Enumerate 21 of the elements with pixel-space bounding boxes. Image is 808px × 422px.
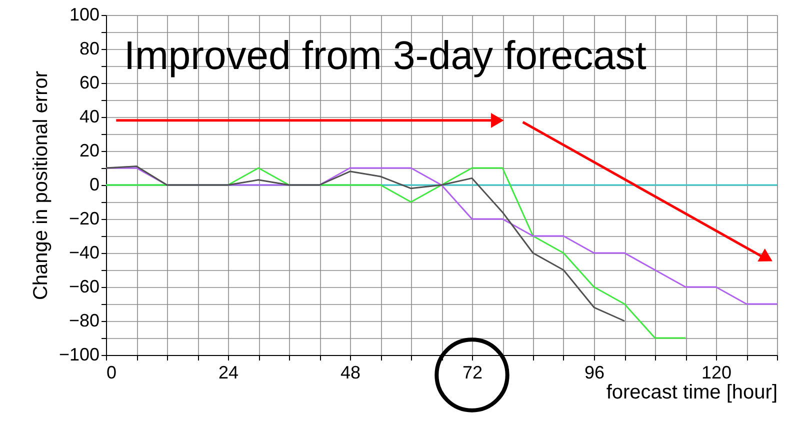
- x-axis-title: forecast time [hour]: [606, 382, 778, 404]
- y-tick-label: 100: [69, 4, 100, 24]
- x-tick-label: 48: [340, 362, 361, 382]
- x-tick-label: 96: [584, 362, 605, 382]
- y-tick-label: −40: [68, 242, 100, 262]
- y-tick-label: 40: [79, 106, 100, 126]
- annotation: Improved from 3-day forecast: [124, 34, 646, 78]
- x-tick-label: 0: [106, 362, 117, 382]
- y-tick-label: 60: [79, 72, 100, 92]
- y-tick-label: −60: [68, 276, 100, 296]
- x-tick-label: 72: [462, 362, 483, 382]
- y-tick-label: −100: [58, 344, 100, 364]
- line-series: [105, 166, 626, 322]
- y-tick-label: 20: [79, 140, 100, 160]
- y-tick-label: −20: [68, 208, 100, 228]
- y-tick-label: 80: [79, 38, 100, 58]
- y-tick-label: −80: [68, 310, 100, 330]
- x-tick-label: 120: [701, 362, 732, 382]
- y-tick-label: 0: [89, 174, 100, 194]
- x-tick-label: 24: [218, 362, 239, 382]
- y-axis-title: Change in positional error: [30, 70, 52, 300]
